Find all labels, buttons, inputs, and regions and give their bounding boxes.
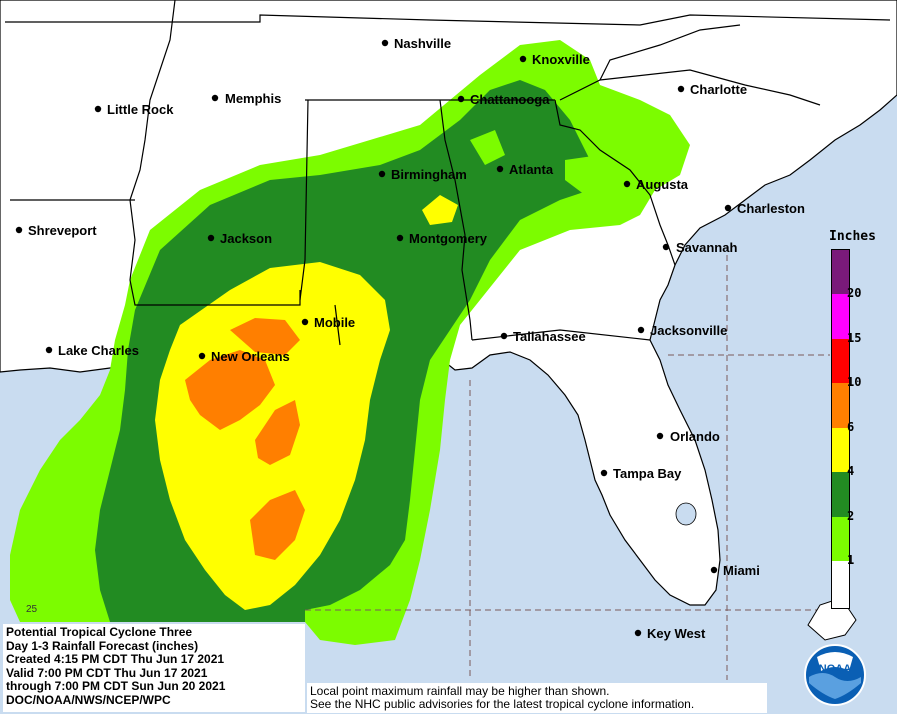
- rain-6in-area-2: [255, 400, 300, 465]
- legend-seg-2-4: [832, 472, 849, 517]
- corner-number: 25: [26, 604, 38, 615]
- disclaimer-note: Local point maximum rainfall may be high…: [307, 683, 767, 713]
- city-label-memphis: Memphis: [225, 91, 281, 106]
- legend-seg-1-2: [832, 517, 849, 561]
- noaa-logo-text: NOAA: [819, 663, 851, 675]
- forecast-valid-start: Valid 7:00 PM CDT Thu Jun 17 2021: [6, 665, 208, 680]
- city-label-savannah: Savannah: [676, 240, 737, 255]
- city-dot-tampa-bay: [600, 469, 608, 477]
- city-dot-jackson: [207, 234, 215, 242]
- legend-seg-4-6: [832, 428, 849, 472]
- legend-tick-10: 10: [847, 375, 862, 389]
- forecast-info-box: Potential Tropical Cyclone Three Day 1-3…: [3, 624, 305, 712]
- forecast-title: Potential Tropical Cyclone Three: [6, 625, 193, 639]
- city-label-charlotte: Charlotte: [690, 82, 747, 97]
- legend-seg-20plus: [832, 250, 849, 294]
- noaa-logo: NOAA: [804, 644, 866, 706]
- city-dot-charlotte: [677, 85, 685, 93]
- lake-okeechobee: [675, 502, 697, 526]
- rain-1in-inner-2: [470, 130, 505, 165]
- city-label-charleston: Charleston: [737, 201, 805, 216]
- disclaimer-line-1: Local point maximum rainfall may be high…: [310, 684, 610, 698]
- cuba-landmass: [807, 599, 857, 641]
- legend-tick-20: 20: [847, 286, 862, 300]
- legend-tick-2: 2: [847, 509, 855, 523]
- city-label-miami: Miami: [723, 563, 760, 578]
- city-label-key-west: Key West: [647, 626, 706, 641]
- rain-4in-small: [422, 195, 458, 225]
- forecast-created: Created 4:15 PM CDT Thu Jun 17 2021: [6, 652, 225, 666]
- city-dot-mobile: [301, 318, 309, 326]
- city-dot-nashville: [381, 39, 389, 47]
- city-label-tallahassee: Tallahassee: [513, 329, 586, 344]
- city-dot-miami: [710, 566, 718, 574]
- rain-6in-area-3: [250, 490, 305, 560]
- city-label-mobile: Mobile: [314, 315, 355, 330]
- legend-color-bar: [831, 249, 850, 609]
- city-label-montgomery: Montgomery: [409, 231, 488, 246]
- disclaimer-line-2: See the NHC public advisories for the la…: [310, 697, 695, 711]
- legend-seg-10-15: [832, 339, 849, 383]
- legend-seg-0-1: [832, 561, 849, 608]
- city-dot-knoxville: [519, 55, 527, 63]
- city-label-new-orleans: New Orleans: [211, 349, 290, 364]
- city-dot-new-orleans: [198, 352, 206, 360]
- city-dot-chattanooga: [457, 95, 465, 103]
- city-dot-montgomery: [396, 234, 404, 242]
- city-label-little-rock: Little Rock: [107, 102, 174, 117]
- city-markers: Nashville Knoxville Charlotte Little Roc…: [15, 36, 805, 641]
- city-label-augusta: Augusta: [636, 177, 689, 192]
- city-label-birmingham: Birmingham: [391, 167, 467, 182]
- legend-seg-6-10: [832, 383, 849, 428]
- city-dot-orlando: [656, 432, 664, 440]
- city-label-tampa-bay: Tampa Bay: [613, 466, 682, 481]
- forecast-valid-end: through 7:00 PM CDT Sun Jun 20 2021: [6, 679, 226, 693]
- offshore-zone-lines: [305, 245, 830, 680]
- rain-6in-area-4: [230, 318, 300, 355]
- forecast-subtitle: Day 1-3 Rainfall Forecast (inches): [6, 638, 199, 653]
- legend-title: Inches: [829, 229, 876, 244]
- city-label-orlando: Orlando: [670, 429, 720, 444]
- city-label-nashville: Nashville: [394, 36, 451, 51]
- city-dot-savannah: [662, 243, 670, 251]
- city-dot-lake-charles: [45, 346, 53, 354]
- city-dot-tallahassee: [500, 332, 508, 340]
- legend-tick-1: 1: [847, 553, 855, 567]
- legend-tick-6: 6: [847, 420, 855, 434]
- legend-tick-4: 4: [847, 464, 855, 478]
- city-dot-charleston: [724, 204, 732, 212]
- city-dot-shreveport: [15, 226, 23, 234]
- rain-1in-inner: [565, 155, 625, 195]
- city-dot-memphis: [211, 94, 219, 102]
- city-dot-atlanta: [496, 165, 504, 173]
- city-label-lake-charles: Lake Charles: [58, 343, 139, 358]
- rain-6in-area-1: [185, 350, 275, 430]
- city-label-knoxville: Knoxville: [532, 52, 590, 67]
- forecast-agency: DOC/NOAA/NWS/NCEP/WPC: [6, 692, 171, 707]
- city-label-chattanooga: Chattanooga: [470, 92, 550, 107]
- city-label-shreveport: Shreveport: [28, 223, 97, 238]
- city-dot-jacksonville: [637, 326, 645, 334]
- city-label-jackson: Jackson: [220, 231, 272, 246]
- city-dot-key-west: [634, 629, 642, 637]
- city-label-jacksonville: Jacksonville: [650, 323, 727, 338]
- city-dot-little-rock: [94, 105, 102, 113]
- legend-tick-15: 15: [847, 331, 862, 345]
- city-label-atlanta: Atlanta: [509, 162, 554, 177]
- city-dot-augusta: [623, 180, 631, 188]
- city-dot-birmingham: [378, 170, 386, 178]
- legend-seg-15-20: [832, 294, 849, 339]
